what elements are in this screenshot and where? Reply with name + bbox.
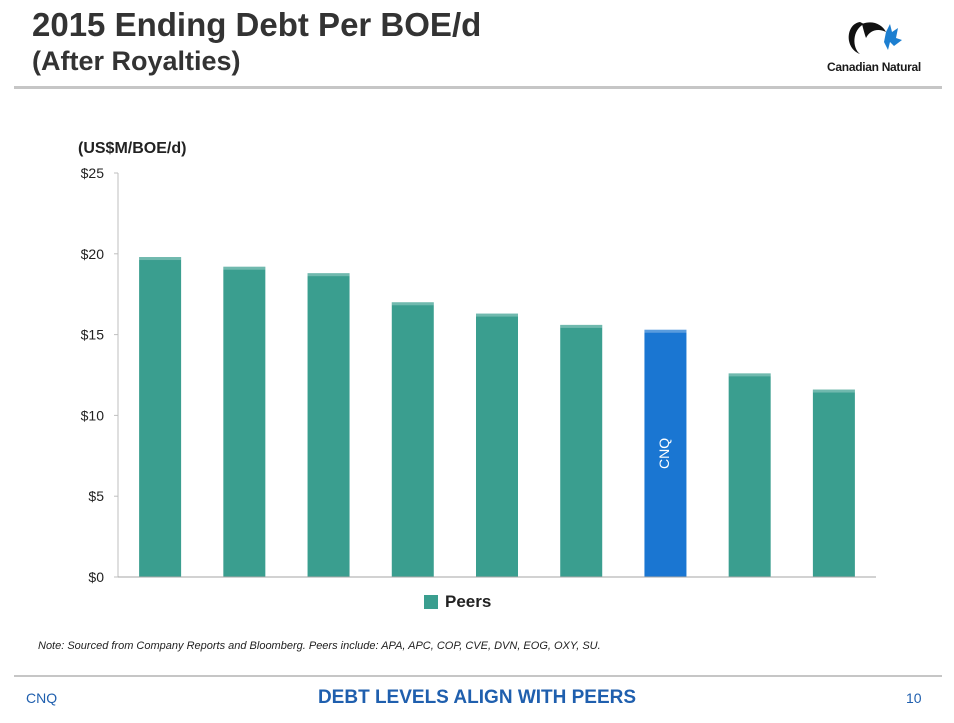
bar-peer	[560, 324, 603, 577]
legend-swatch-peers	[424, 595, 438, 609]
bar-highlight-cap	[476, 313, 518, 317]
bar-peer	[223, 266, 266, 577]
bar-peer	[307, 273, 350, 577]
bar-peer	[476, 313, 518, 577]
bar-highlight-cap	[812, 389, 855, 393]
bar-peer	[728, 373, 771, 577]
y-axis-unit-label: (US$M/BOE/d)	[78, 140, 187, 157]
logo-icon	[848, 22, 902, 54]
y-tick-label: $15	[81, 327, 105, 343]
footer-headline: DEBT LEVELS ALIGN WITH PEERS	[317, 687, 637, 708]
logo-wordmark: Canadian Natural	[827, 60, 921, 74]
bar-highlight-cap	[728, 373, 771, 377]
bar-highlight-cap	[139, 257, 182, 261]
bar-highlight-cap	[644, 329, 687, 333]
source-note: Note: Sourced from Company Reports and B…	[38, 640, 601, 652]
page-number: 10	[906, 690, 922, 706]
page-title: 2015 Ending Debt Per BOE/d	[32, 6, 482, 43]
bar-highlight-cap	[223, 266, 266, 270]
y-tick-label: $0	[88, 569, 104, 585]
footer-ticker: CNQ	[26, 690, 58, 706]
legend-label-peers: Peers	[445, 592, 492, 611]
bar-highlight-cap	[307, 273, 350, 277]
bar-peer	[812, 389, 855, 577]
bar-peer	[139, 257, 182, 577]
bar-highlight-cap	[560, 324, 603, 328]
footer-divider	[14, 675, 942, 677]
page-subtitle: (After Royalties)	[32, 46, 241, 76]
header-divider	[14, 86, 942, 89]
bar-highlight-cap	[391, 302, 434, 306]
company-logo: Canadian Natural	[816, 18, 932, 76]
bar-peer	[391, 302, 434, 577]
y-tick-label: $5	[88, 488, 104, 504]
bar-cnq	[644, 329, 687, 577]
y-tick-label: $25	[81, 165, 105, 181]
y-tick-label: $20	[81, 246, 105, 262]
bar-label: CNQ	[656, 438, 672, 469]
y-tick-label: $10	[81, 407, 105, 423]
